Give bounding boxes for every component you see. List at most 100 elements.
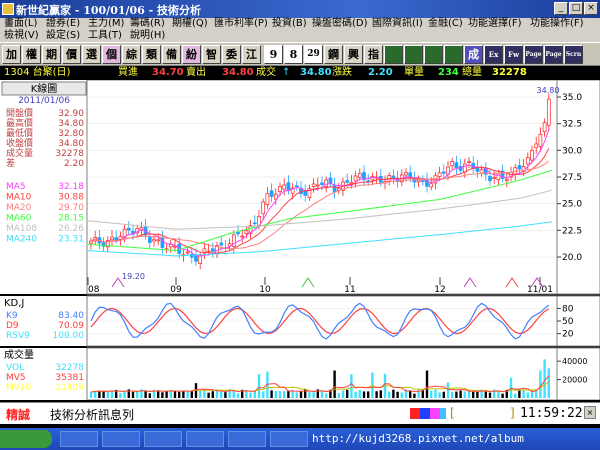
toolbar-button-steel[interactable]: 鋼: [324, 45, 343, 64]
taskbar-item-1[interactable]: [60, 431, 98, 447]
taskbar-item-3[interactable]: [144, 431, 182, 447]
minimize-button[interactable]: _: [554, 2, 568, 15]
toolbar-button-news[interactable]: 紛: [182, 45, 201, 64]
menu-item-screen[interactable]: 畫面(L): [4, 18, 38, 29]
toolbar-button-exit[interactable]: Ex: [484, 45, 503, 64]
menu-item-tools[interactable]: 工具(T): [88, 30, 122, 41]
toolbar-button-smart[interactable]: 智: [202, 45, 221, 64]
toolbar-button-screen[interactable]: Scrn: [564, 45, 583, 64]
start-button[interactable]: [0, 430, 52, 448]
menu-item-investment[interactable]: 投資(B): [272, 18, 307, 29]
volume-bar: [228, 389, 231, 398]
technical-chart-svg[interactable]: K線圖 2011/01/06 開盤價 32.90 最高價 34.80 最低價 32.80 收…: [0, 80, 600, 400]
toolbar-button-prosper[interactable]: 興: [344, 45, 363, 64]
ma-label: MA5: [6, 182, 26, 192]
toolbar-button-price[interactable]: 價: [62, 45, 81, 64]
menu-item-futures-options[interactable]: 期權(Q): [172, 18, 208, 29]
menu-item-trading-code[interactable]: 操盤密碼(D): [312, 18, 368, 29]
status-bracket-open: [: [450, 406, 455, 420]
toolbar-button-grid-4[interactable]: [444, 45, 463, 64]
volume-bar: [404, 389, 408, 398]
volume-bar: [257, 374, 261, 398]
volume-bar: [207, 392, 210, 398]
toolbar-button-grid-2[interactable]: [404, 45, 423, 64]
volume-bar: [127, 389, 130, 398]
toolbar-button-grid-1[interactable]: [384, 45, 403, 64]
volume-bar: [543, 359, 546, 398]
menu-item-intl-info[interactable]: 國際資訊(I): [372, 18, 423, 29]
volume-bar: [299, 391, 303, 398]
volume-y-tick-label: 40000: [562, 357, 587, 366]
close-button[interactable]: ×: [584, 2, 598, 15]
candle-body: [278, 186, 282, 192]
menu-item-chips[interactable]: 籌碼(R): [130, 18, 165, 29]
toolbar-button-29[interactable]: 29: [304, 45, 323, 64]
y-tick-label: 22.5: [562, 226, 582, 236]
menu-item-view[interactable]: 檢視(V): [4, 30, 39, 41]
menu-item-forex-rates[interactable]: 匯市利率(P): [214, 18, 268, 29]
kd-field-value: 70.09: [58, 321, 84, 331]
menu-item-finance[interactable]: 金融(C): [428, 18, 463, 29]
kline-field-label: 差: [6, 157, 15, 169]
window-titlebar: 新世紀贏家 - 100/01/06 - 技術分析 _ □ ×: [0, 0, 600, 18]
status-bracket-close: ]: [510, 406, 515, 420]
candle-body: [504, 178, 509, 182]
toolbar-button-order[interactable]: 委: [222, 45, 241, 64]
status-color-red: [410, 408, 420, 419]
menu-item-main-force[interactable]: 主力(M): [88, 18, 125, 29]
status-close-button[interactable]: ×: [584, 406, 596, 419]
taskbar-item-6[interactable]: [270, 431, 308, 447]
toolbar-button-grid-3[interactable]: [424, 45, 443, 64]
x-tick-label: 12: [434, 285, 445, 295]
toolbar-button-river[interactable]: 江: [242, 45, 261, 64]
menu-item-function-select[interactable]: 功能選擇(F): [468, 18, 522, 29]
candle-body: [273, 193, 278, 200]
x-tick-label: 11: [344, 285, 355, 295]
total-volume-label: 總量: [462, 67, 482, 78]
x-tick-label: 11/01: [527, 285, 553, 295]
toolbar-button-page-up[interactable]: Page: [524, 45, 543, 64]
candle-body: [500, 170, 505, 179]
volume-bar: [131, 391, 135, 398]
taskbar-item-5[interactable]: [228, 431, 266, 447]
candle-body: [290, 187, 295, 194]
toolbar-button-point[interactable]: 指: [364, 45, 383, 64]
volume-info-panel: [0, 348, 87, 400]
volume-bar: [220, 391, 223, 398]
toolbar-button-stock[interactable]: 個: [102, 45, 121, 64]
toolbar-button-deal[interactable]: 成: [464, 45, 483, 64]
toolbar-button-memo[interactable]: 備: [162, 45, 181, 64]
volume-bar: [123, 391, 126, 398]
toolbar-button-8[interactable]: 8: [284, 45, 303, 64]
taskbar-item-4[interactable]: [186, 431, 224, 447]
ma-label: MA10: [6, 193, 32, 203]
x-tick-label: 08: [88, 285, 100, 295]
mv5-line: [90, 375, 550, 393]
menu-item-settings[interactable]: 設定(S): [46, 30, 81, 41]
toolbar-button-category[interactable]: 類: [142, 45, 161, 64]
kline-field-value: 32278: [55, 149, 84, 159]
kd-field-label: D9: [6, 321, 19, 331]
toolbar-button-summary[interactable]: 綜: [122, 45, 141, 64]
volume-bar: [375, 391, 378, 398]
menu-item-securities[interactable]: 證券(E): [46, 18, 81, 29]
toolbar-button-index[interactable]: 加: [2, 45, 21, 64]
toolbar-button-select[interactable]: 選: [82, 45, 101, 64]
menu-item-function-operate[interactable]: 功能操作(F): [530, 18, 584, 29]
maximize-button[interactable]: □: [569, 2, 583, 15]
volume-bar: [312, 392, 315, 398]
toolbar-button-9[interactable]: 9: [264, 45, 283, 64]
toolbar-button-weighted[interactable]: 權: [22, 45, 41, 64]
toolbar-button-forward[interactable]: Fw: [504, 45, 523, 64]
volume-bar: [530, 391, 534, 398]
volume-bar: [249, 392, 252, 398]
volume-bar: [329, 389, 332, 398]
volume-bar: [119, 393, 122, 398]
x-tick-label: 09: [170, 285, 182, 295]
toolbar-button-futures[interactable]: 期: [42, 45, 61, 64]
toolbar-button-page-down[interactable]: Page: [544, 45, 563, 64]
volume-bar: [442, 391, 445, 398]
kd-field-value: 100.00: [53, 331, 85, 341]
menu-item-help[interactable]: 說明(H): [130, 30, 166, 41]
taskbar-item-2[interactable]: [102, 431, 140, 447]
